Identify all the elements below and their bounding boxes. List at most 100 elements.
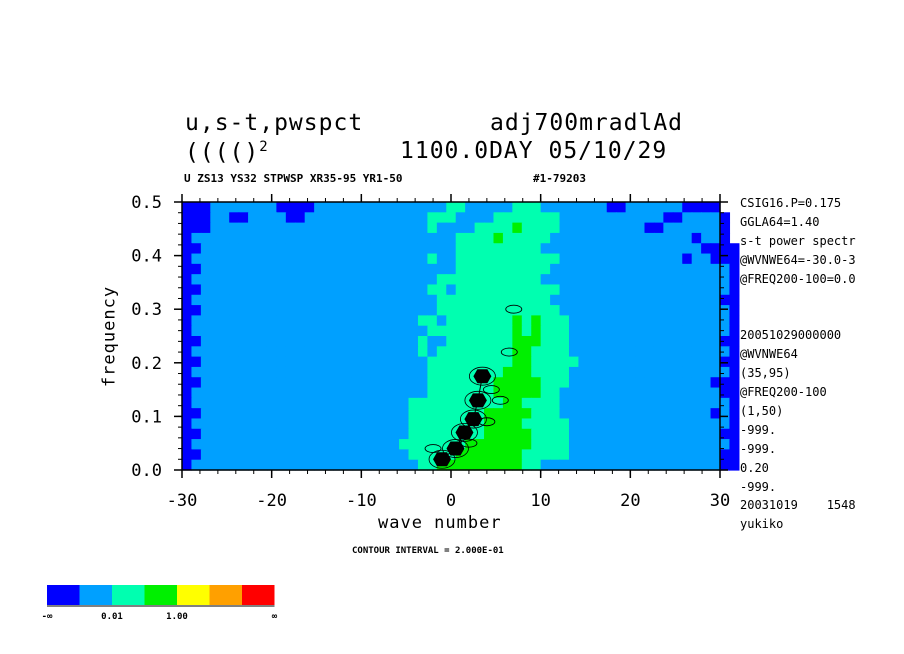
heatmap-cell bbox=[691, 459, 702, 471]
heatmap-cell bbox=[446, 418, 457, 430]
heatmap-cell bbox=[597, 366, 608, 378]
heatmap-cell bbox=[191, 366, 202, 378]
heatmap-cell bbox=[370, 294, 381, 306]
heatmap-cell bbox=[653, 284, 664, 296]
heatmap-cell bbox=[361, 232, 372, 244]
heatmap-cell bbox=[417, 459, 429, 471]
heatmap-cell bbox=[653, 232, 664, 244]
heatmap-cell bbox=[219, 418, 230, 430]
heatmap-cell bbox=[295, 253, 306, 265]
heatmap-cell bbox=[333, 449, 344, 461]
heatmap-cell bbox=[257, 397, 268, 409]
heatmap-cell bbox=[606, 356, 617, 368]
heatmap-cell bbox=[521, 439, 532, 450]
heatmap-cell bbox=[568, 336, 580, 347]
heatmap-cell bbox=[257, 336, 268, 347]
heatmap-cell bbox=[304, 243, 315, 255]
heatmap-cell bbox=[465, 356, 476, 368]
heatmap-cell bbox=[521, 263, 532, 275]
heatmap-cell bbox=[465, 305, 476, 316]
heatmap-cell bbox=[219, 397, 230, 409]
heatmap-cell bbox=[427, 336, 438, 347]
heatmap-cell bbox=[229, 346, 240, 358]
heatmap-cell bbox=[578, 336, 589, 347]
heatmap-cell bbox=[493, 397, 504, 409]
heatmap-cell bbox=[361, 325, 372, 337]
heatmap-cell bbox=[644, 408, 655, 420]
heatmap-cell bbox=[408, 212, 419, 224]
heatmap-cell bbox=[644, 212, 655, 224]
heatmap-cell bbox=[399, 397, 410, 409]
heatmap-cell bbox=[531, 222, 542, 234]
heatmap-cells bbox=[182, 202, 740, 471]
heatmap-cell bbox=[276, 305, 287, 316]
heatmap-cell bbox=[285, 212, 296, 224]
heatmap-cell bbox=[436, 294, 447, 306]
heatmap-cell bbox=[219, 439, 230, 450]
heatmap-cell bbox=[701, 305, 712, 316]
heatmap-cell bbox=[417, 439, 429, 450]
heatmap-cell bbox=[720, 336, 731, 347]
heatmap-cell bbox=[285, 305, 296, 316]
heatmap-cell bbox=[578, 243, 589, 255]
side-info-line: s-t power spectr bbox=[740, 233, 856, 248]
heatmap-cell bbox=[361, 346, 372, 358]
heatmap-cell bbox=[672, 346, 683, 358]
heatmap-cell bbox=[484, 377, 495, 389]
heatmap-cell bbox=[606, 387, 617, 399]
heatmap-cell bbox=[370, 387, 381, 399]
heatmap-cell bbox=[682, 315, 693, 327]
heatmap-cell bbox=[304, 366, 315, 378]
heatmap-cell bbox=[616, 418, 627, 430]
heatmap-cell bbox=[389, 294, 400, 306]
heatmap-cell bbox=[474, 336, 485, 347]
heatmap-cell bbox=[521, 408, 532, 420]
heatmap-cell bbox=[465, 274, 476, 286]
heatmap-cell bbox=[417, 377, 429, 389]
heatmap-cell bbox=[493, 294, 504, 306]
heatmap-cell bbox=[295, 284, 306, 296]
heatmap-cell bbox=[502, 202, 513, 213]
y-tick-label: 0.5 bbox=[131, 193, 162, 213]
heatmap-cell bbox=[672, 325, 683, 337]
heatmap-cell bbox=[389, 284, 400, 296]
heatmap-cell bbox=[276, 336, 287, 347]
subtitle-run-id: #1-79203 bbox=[533, 172, 586, 185]
heatmap-cell bbox=[342, 305, 353, 316]
heatmap-cell bbox=[474, 284, 485, 296]
heatmap-cell bbox=[361, 418, 372, 430]
heatmap-cell bbox=[663, 459, 674, 471]
heatmap-cell bbox=[691, 439, 702, 450]
heatmap-cell bbox=[361, 439, 372, 450]
heatmap-cell bbox=[474, 294, 485, 306]
heatmap-cell bbox=[653, 449, 664, 461]
heatmap-cell bbox=[616, 243, 627, 255]
heatmap-cell bbox=[248, 263, 259, 275]
heatmap-cell bbox=[351, 408, 362, 420]
heatmap-cell bbox=[625, 439, 636, 450]
heatmap-cell bbox=[644, 449, 655, 461]
heatmap-cell bbox=[625, 387, 636, 399]
heatmap-cell bbox=[578, 305, 589, 316]
heatmap-cell bbox=[182, 346, 193, 358]
heatmap-cell bbox=[314, 325, 325, 337]
heatmap-cell bbox=[200, 253, 211, 265]
heatmap-cell bbox=[531, 243, 542, 255]
heatmap-cell bbox=[606, 459, 617, 471]
heatmap-cell bbox=[550, 428, 561, 440]
heatmap-cell bbox=[672, 449, 683, 461]
heatmap-cell bbox=[606, 202, 617, 213]
heatmap-cell bbox=[417, 202, 429, 213]
heatmap-cell bbox=[635, 428, 646, 440]
heatmap-cell bbox=[351, 397, 362, 409]
heatmap-cell bbox=[285, 253, 296, 265]
heatmap-cell bbox=[597, 325, 608, 337]
heatmap-cell bbox=[597, 418, 608, 430]
title-variable: u,s-t,pwspct bbox=[185, 110, 364, 136]
heatmap-cell bbox=[182, 397, 193, 409]
heatmap-cell bbox=[587, 263, 598, 275]
heatmap-cell bbox=[672, 459, 683, 471]
heatmap-cell bbox=[229, 356, 240, 368]
heatmap-cell bbox=[597, 232, 608, 244]
heatmap-cell bbox=[399, 387, 410, 399]
